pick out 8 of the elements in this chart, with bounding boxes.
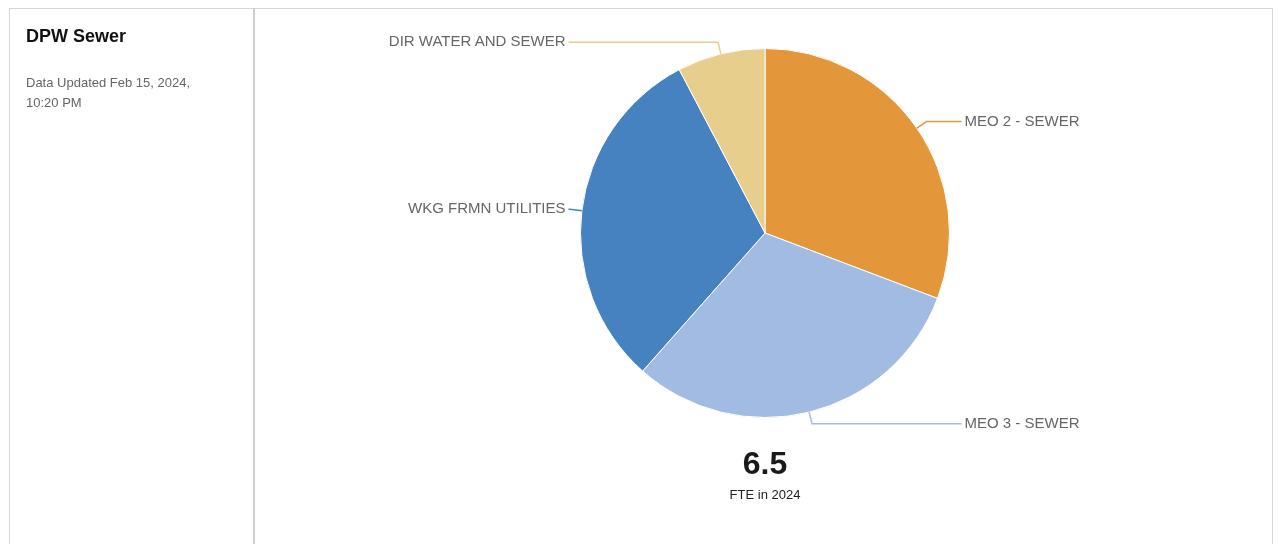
text: FTE in 2024	[729, 487, 801, 503]
slice-label: DIR WATER AND SEWER	[388, 32, 566, 50]
slice-label: MEO 2 - SEWER	[964, 111, 1080, 129]
text: 6.5	[742, 445, 788, 482]
text: Data Updated Feb 15, 2024, 10:20 PM	[26, 74, 192, 112]
slice-label: WKG FRMN UTILITIES	[408, 199, 566, 217]
slice-label: MEO 3 - SEWER	[964, 413, 1080, 431]
text: DPW Sewer	[26, 26, 127, 47]
